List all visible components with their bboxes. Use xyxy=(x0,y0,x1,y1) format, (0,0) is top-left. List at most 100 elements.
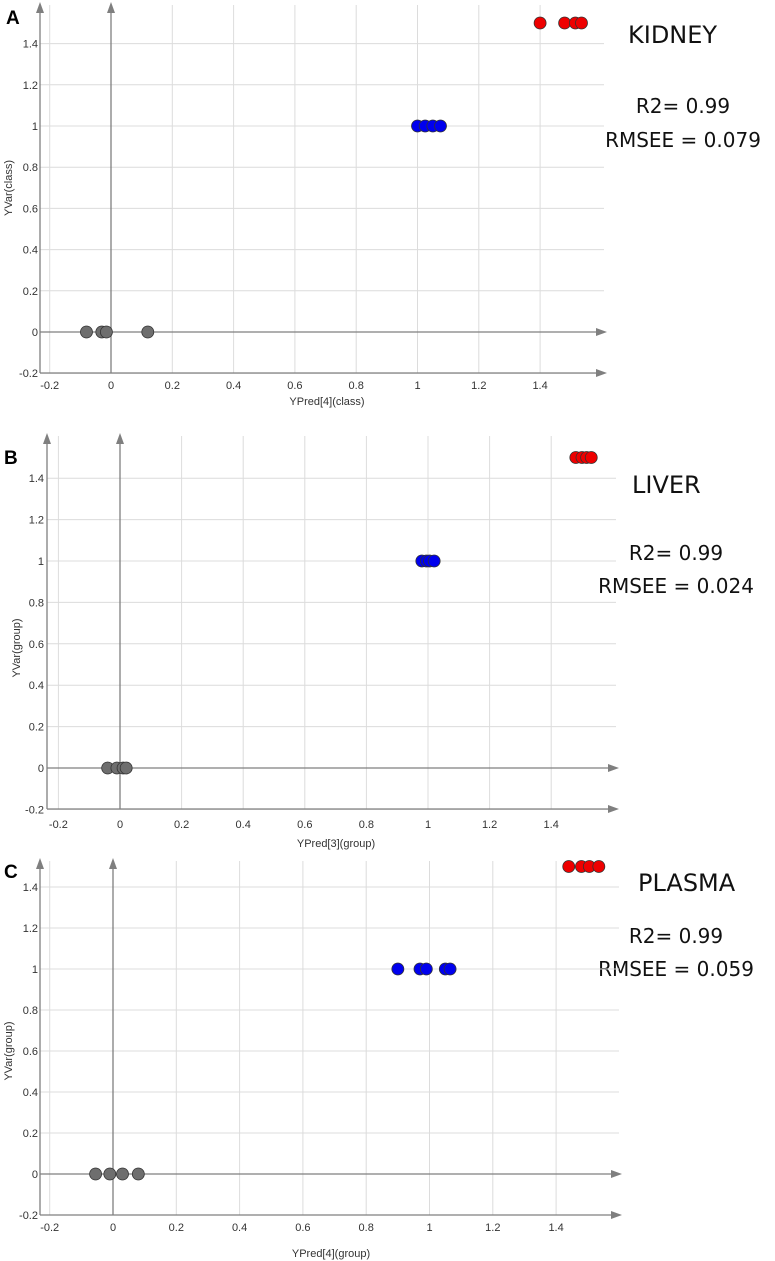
r2-label: R2= 0.99 xyxy=(636,94,730,118)
y-tick-label: -0.2 xyxy=(19,368,38,380)
x-tick-label: 1.2 xyxy=(471,380,486,392)
y-tick-label: 1 xyxy=(32,121,38,133)
x-axis-arrow xyxy=(611,1170,622,1178)
x-tick-label: 1.2 xyxy=(482,819,497,831)
x-tick-label: 0 xyxy=(108,380,114,392)
left-axis-arrow xyxy=(36,858,44,869)
x-tick-label: 0.6 xyxy=(295,1222,310,1234)
x-tick-label: 0.4 xyxy=(236,819,251,831)
data-point xyxy=(80,325,93,339)
x-tick-label: 1.4 xyxy=(544,819,559,831)
y-tick-label: 0.4 xyxy=(29,680,44,692)
y-axis-arrow xyxy=(109,858,117,869)
x-tick-label: 1 xyxy=(414,380,420,392)
x-axis-label: YPred[3](group) xyxy=(297,838,375,850)
y-tick-label: 0.2 xyxy=(23,1128,38,1140)
y-tick-label: 0 xyxy=(32,1169,38,1181)
data-point xyxy=(116,1167,129,1181)
y-tick-label: 0.4 xyxy=(23,245,38,257)
y-tick-label: 1.2 xyxy=(23,923,38,935)
y-tick-label: 0.8 xyxy=(23,162,38,174)
y-tick-label: 0.6 xyxy=(29,639,44,651)
x-tick-label: -0.2 xyxy=(40,1222,59,1234)
y-tick-label: 0.8 xyxy=(29,597,44,609)
y-tick-label: 1 xyxy=(32,964,38,976)
r2-label: R2= 0.99 xyxy=(629,924,723,948)
y-tick-label: 1.4 xyxy=(29,473,44,485)
y-tick-label: 0.4 xyxy=(23,1087,38,1099)
x-tick-label: 0.6 xyxy=(297,819,312,831)
data-point xyxy=(575,16,588,30)
x-tick-label: 0.8 xyxy=(359,819,374,831)
bottom-axis-arrow xyxy=(611,1211,622,1219)
data-point xyxy=(434,119,447,133)
data-point xyxy=(89,1167,102,1181)
x-tick-label: 1 xyxy=(425,819,431,831)
x-axis-arrow xyxy=(596,328,607,336)
y-axis-arrow xyxy=(116,433,124,444)
y-tick-label: 0.6 xyxy=(23,1046,38,1058)
y-axis-label: YVar(group) xyxy=(3,1021,15,1080)
y-tick-label: 0.8 xyxy=(23,1005,38,1017)
plot-area: -0.2 0 0.2 0.4 0.6 0.8 1 1.2 1.4 -0.2 0 0.2 0.4 0.6 0.… xyxy=(19,858,622,1234)
y-tick-label: 1.2 xyxy=(23,80,38,92)
y-axis-label: YVar(class) xyxy=(3,160,15,216)
bottom-axis-arrow xyxy=(608,805,619,813)
x-tick-label: 1.4 xyxy=(532,380,547,392)
y-tick-label: -0.2 xyxy=(25,804,44,816)
tissue-label: PLASMA xyxy=(638,869,736,897)
bottom-axis-arrow xyxy=(596,369,607,377)
x-axis-label: YPred[4](class) xyxy=(289,396,364,408)
x-tick-label: 0.6 xyxy=(287,380,302,392)
data-point xyxy=(443,962,457,976)
panel-label: A xyxy=(6,8,20,29)
panel-c-plasma: C PLASMA R2= 0.99 RMSEE = 0.059 YPred[4]… xyxy=(3,858,754,1260)
y-tick-label: 0.2 xyxy=(23,286,38,298)
x-tick-label: 0.8 xyxy=(349,380,364,392)
panel-label: C xyxy=(4,862,18,883)
x-axis-arrow xyxy=(608,764,619,772)
data-point xyxy=(533,16,547,30)
y-tick-label: 0 xyxy=(38,763,44,775)
rmsee-label: RMSEE = 0.024 xyxy=(598,574,754,598)
y-tick-label: 1.2 xyxy=(29,515,44,527)
rmsee-label: RMSEE = 0.059 xyxy=(598,957,754,981)
data-point xyxy=(391,962,405,976)
x-tick-label: 0.2 xyxy=(165,380,180,392)
data-point xyxy=(100,325,113,339)
panel-b-liver: B LIVER R2= 0.99 RMSEE = 0.024 YPred[3](… xyxy=(4,433,754,850)
x-tick-label: 0 xyxy=(117,819,123,831)
y-axis-label: YVar(group) xyxy=(11,618,23,677)
data-point xyxy=(131,1167,145,1181)
left-axis-arrow xyxy=(43,433,51,444)
x-tick-label: -0.2 xyxy=(40,380,59,392)
data-point xyxy=(141,325,155,339)
left-axis-arrow xyxy=(36,2,44,13)
data-point xyxy=(419,962,433,976)
x-tick-label: 0.8 xyxy=(359,1222,374,1234)
rmsee-label: RMSEE = 0.079 xyxy=(605,128,761,152)
x-tick-label: 0.2 xyxy=(174,819,189,831)
panel-a-kidney: A KIDNEY R2= 0.99 RMSEE = 0.079 YPred[4]… xyxy=(3,2,761,408)
y-tick-label: 0.2 xyxy=(29,722,44,734)
plot-area: -0.2 0 0.2 0.4 0.6 0.8 1 1.2 1.4 -0.2 0 0.2 0.4 0.6 0.… xyxy=(19,2,607,392)
y-tick-label: 1.4 xyxy=(23,882,38,894)
x-tick-label: 0.4 xyxy=(232,1222,247,1234)
y-tick-label: 0.6 xyxy=(23,203,38,215)
data-point xyxy=(558,16,572,30)
plot-area: -0.2 0 0.2 0.4 0.6 0.8 1 1.2 1.4 -0.2 0 0.2 0.4 0.6 0.… xyxy=(25,433,619,831)
x-tick-label: 1 xyxy=(426,1222,432,1234)
x-tick-label: 1.2 xyxy=(485,1222,500,1234)
y-tick-label: 0 xyxy=(32,327,38,339)
y-axis-arrow xyxy=(107,2,115,13)
data-point xyxy=(119,761,133,775)
x-tick-label: -0.2 xyxy=(49,819,68,831)
panel-label: B xyxy=(4,448,18,469)
x-tick-label: 0.4 xyxy=(226,380,241,392)
data-point xyxy=(592,860,606,873)
y-tick-label: 1 xyxy=(38,556,44,568)
y-tick-label: 1.4 xyxy=(23,39,38,51)
x-tick-label: 1.4 xyxy=(548,1222,563,1234)
y-tick-label: -0.2 xyxy=(19,1210,38,1222)
